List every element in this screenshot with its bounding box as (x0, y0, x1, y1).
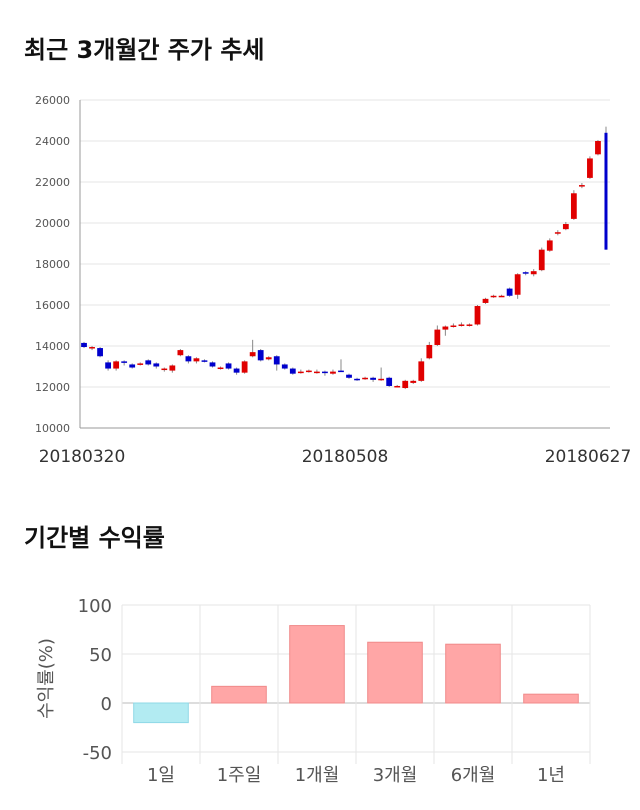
candle-body (370, 377, 376, 380)
candle-body (579, 185, 585, 187)
y-tick-label: 26000 (35, 94, 70, 107)
candle-body (522, 272, 529, 274)
candle-body (410, 380, 417, 383)
y-tick-label: 20000 (35, 217, 70, 230)
return-bar (445, 643, 501, 704)
candle-body (514, 274, 521, 295)
candle-body (450, 325, 457, 327)
candle-body (297, 371, 304, 374)
candle-body (193, 358, 200, 362)
y-axis-label: 수익률(%) (36, 638, 57, 719)
candle-body (595, 141, 601, 155)
candle-body (474, 306, 481, 325)
y-tick-label: 0 (101, 694, 112, 715)
candle-body (418, 361, 425, 381)
y-tick-label: 18000 (35, 258, 70, 271)
candle-body (241, 361, 248, 373)
y-tick-label: 12000 (35, 381, 70, 394)
candle-body (434, 329, 441, 345)
x-tick-label: 1개월 (295, 765, 340, 786)
candle-body (217, 367, 224, 370)
candle-body (201, 360, 208, 362)
candle-body (554, 232, 561, 234)
candle-body (81, 342, 87, 348)
x-tick-label: 1주일 (217, 765, 262, 786)
candle-body (185, 356, 192, 362)
x-tick-label: 3개월 (373, 765, 418, 786)
y-tick-label: 10000 (35, 422, 70, 435)
return-bar (211, 685, 267, 704)
y-tick-label: 24000 (35, 135, 70, 148)
candle-body (394, 385, 401, 388)
candle-body (338, 370, 344, 373)
candle-body (538, 249, 545, 271)
y-tick-label: 100 (78, 596, 112, 617)
candle-body (249, 352, 256, 357)
candle-body (402, 380, 409, 389)
candle-body (330, 371, 336, 374)
candle-body (137, 363, 144, 365)
x-tick-label: 6개월 (451, 765, 496, 786)
return-bar (133, 702, 189, 724)
candle-body (97, 348, 103, 357)
candle-body (169, 365, 176, 371)
return-bar (367, 641, 423, 704)
candle-body (314, 371, 320, 374)
candle-body (506, 288, 513, 296)
candle-body (442, 326, 449, 330)
candle-body (482, 298, 489, 303)
returns-chart: 100 50 0 -50 1일 1주일 1개월 3개월 6개월 1년 수익률(%) (36, 596, 591, 786)
candle-body (265, 357, 272, 360)
returns-heading: 기간별 수익률 (24, 524, 165, 552)
candle-body (145, 360, 152, 365)
return-bar (289, 625, 345, 704)
candle-body (530, 271, 537, 275)
candle-body (604, 132, 608, 250)
x-tick-label: 20180320 (39, 447, 126, 467)
candle-body (121, 361, 128, 363)
x-tick-label: 20180627 (545, 447, 632, 467)
x-tick-label: 1일 (147, 765, 175, 786)
candle-body (378, 378, 385, 381)
candle-body (273, 356, 280, 365)
candle-body (562, 224, 569, 230)
candle-body (233, 368, 240, 373)
candle-body (458, 324, 465, 326)
candle-body (587, 158, 593, 178)
price-trend-chart: 26000 24000 22000 20000 18000 16000 14000 12000… (35, 94, 632, 467)
candle-body (177, 350, 184, 356)
candle-body (346, 374, 352, 378)
candle-body (257, 350, 264, 361)
candle-body (281, 364, 288, 369)
candle-body (161, 368, 168, 371)
candle-body (362, 377, 368, 380)
return-bar (523, 693, 579, 704)
candle-body (426, 344, 433, 359)
candle-body (466, 324, 473, 326)
candle-body (113, 361, 120, 369)
candle-body (490, 295, 497, 298)
y-tick-label: 14000 (35, 340, 70, 353)
candle-body (386, 377, 393, 386)
price-trend-heading: 최근 3개월간 주가 추세 (24, 36, 265, 64)
x-tick-label: 1년 (537, 765, 565, 786)
x-tick-label: 20180508 (302, 447, 389, 467)
candle-body (498, 295, 505, 298)
candle-body (209, 362, 216, 367)
candle-body (546, 240, 553, 251)
candle-body (129, 364, 136, 368)
candle-body (225, 363, 232, 369)
candle-body (289, 368, 296, 374)
y-tick-label: 22000 (35, 176, 70, 189)
candle-body (89, 347, 95, 349)
candle-body (570, 193, 577, 219)
y-tick-label: -50 (83, 743, 112, 764)
y-tick-label: 16000 (35, 299, 70, 312)
candle-body (105, 362, 111, 369)
y-tick-label: 50 (89, 645, 112, 666)
candle-body (322, 371, 328, 374)
candle-body (305, 370, 312, 373)
candle-body (153, 363, 160, 367)
candle-body (354, 378, 360, 381)
